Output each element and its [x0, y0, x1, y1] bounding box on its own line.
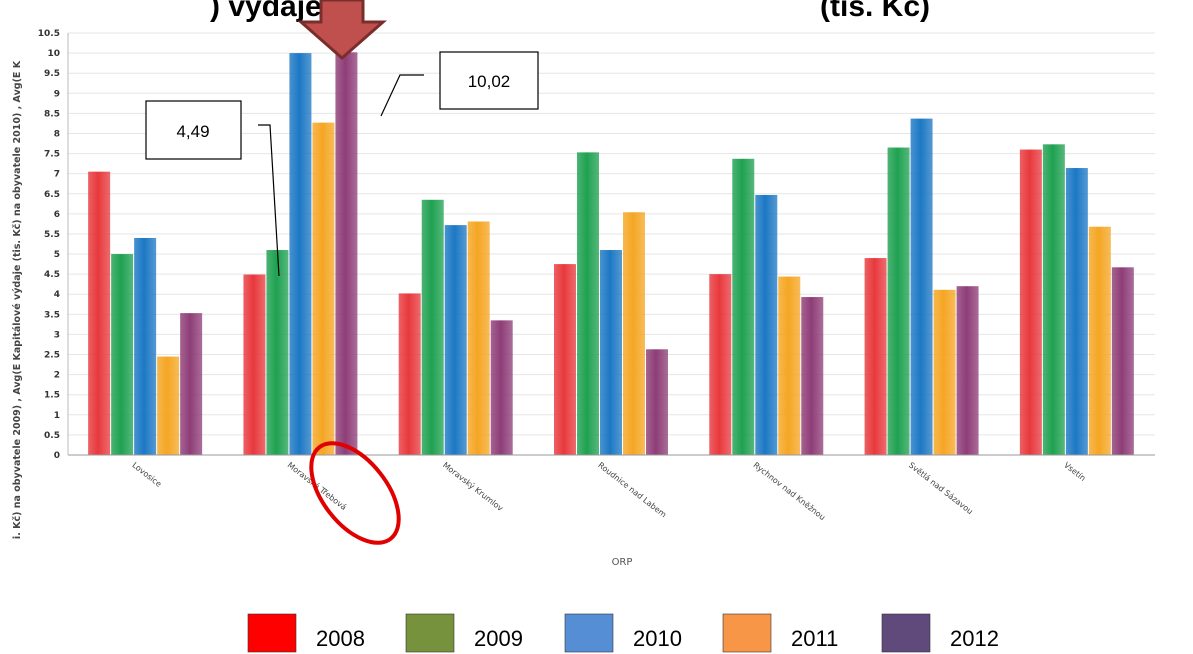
down-arrow-icon [297, 0, 387, 60]
legend-label-2011: 2011 [791, 626, 838, 651]
bar-2012-2 [490, 320, 513, 455]
legend-label-2009: 2009 [474, 626, 523, 651]
y-axis-label: i. Kč) na obyvatele 2009) , Avg(E Kapitá… [12, 60, 23, 539]
y-axis-ticks: 0 0.5 1 1.5 2 2.5 3 3.5 4 4.5 5 5.5 6 6.5 7 7.5 8 8.5 9 9.5… [38, 29, 60, 461]
callout-box-2 [439, 51, 539, 110]
x-axis-label: ORP [612, 557, 633, 568]
callout-text-1: 4,49 [176, 122, 209, 141]
y-tick-label: 5 [54, 250, 60, 260]
bar-2009-5 [887, 147, 910, 456]
y-tick-label: 10.5 [38, 29, 60, 39]
bar-2008-1 [243, 274, 266, 455]
bar-2009-6 [1042, 144, 1065, 455]
bar-2011-6 [1088, 226, 1111, 455]
y-tick-label: 0 [54, 451, 60, 461]
bar-2012-0 [180, 313, 203, 455]
bar-2010-0 [134, 237, 157, 455]
y-tick-label: 2.5 [44, 351, 60, 361]
y-tick-label: 3 [54, 330, 60, 340]
x-tick-label: Světlá nad Sázavou [907, 460, 975, 516]
legend-swatch-2011 [722, 613, 772, 653]
chart-title-fragment: ) vydaje [210, 0, 322, 23]
y-tick-label: 6.5 [44, 190, 60, 200]
x-tick-label: Vsetín [1062, 460, 1087, 482]
bar-2008-0 [88, 171, 111, 455]
x-axis-ticks: Lovosice Moravská Třebová Moravský Krumlov… [130, 460, 1087, 522]
legend-swatch-2012 [881, 613, 931, 653]
legend-swatch-2010 [564, 613, 614, 653]
bar-2008-2 [398, 293, 421, 455]
legend-swatch-2009 [405, 613, 455, 653]
bar-2009-2 [421, 199, 444, 455]
bar-2010-1 [289, 53, 312, 455]
y-tick-label: 8 [54, 129, 60, 139]
y-tick-label: 2 [54, 371, 60, 381]
legend-label-2010: 2010 [633, 626, 682, 651]
bar-2009-0 [111, 254, 134, 455]
bar-2011-2 [467, 221, 490, 455]
bar-2008-4 [709, 274, 732, 455]
bars [88, 52, 1134, 456]
bar-2010-5 [910, 118, 933, 455]
y-tick-label: 5.5 [44, 230, 60, 240]
bar-2008-5 [864, 258, 887, 455]
y-tick-label: 10 [47, 49, 60, 59]
y-tick-label: 3.5 [44, 310, 60, 320]
bar-2009-4 [732, 158, 755, 455]
chart-title-right: (tis. Kč) [820, 0, 930, 23]
y-tick-label: 6 [54, 210, 60, 220]
callout-leader-1 [258, 124, 280, 277]
bar-2009-3 [577, 152, 599, 455]
bar-2010-2 [444, 225, 467, 455]
callout-text-2: 10,02 [468, 72, 511, 91]
y-tick-label: 9.5 [44, 69, 60, 79]
bar-2012-3 [646, 349, 668, 455]
bar-2012-4 [801, 297, 824, 455]
y-tick-label: 9 [54, 89, 60, 99]
highlight-ellipse [309, 441, 401, 545]
bar-2011-5 [933, 289, 956, 455]
legend-swatch-2008 [247, 613, 297, 653]
y-tick-label: 4.5 [44, 270, 60, 280]
bar-2012-5 [956, 286, 979, 455]
bar-2008-3 [554, 264, 576, 455]
bar-2011-1 [312, 122, 335, 456]
y-tick-label: 1.5 [44, 391, 60, 401]
legend: 2008 2009 2010 2011 2012 [247, 613, 999, 653]
y-tick-label: 1 [54, 411, 60, 421]
x-tick-label: Rychnov nad Kněžnou [752, 460, 827, 522]
x-tick-label: Roudnice nad Labem [596, 460, 668, 519]
bar-2011-0 [157, 356, 180, 455]
bar-2009-1 [266, 250, 289, 455]
callout-leader-2 [380, 74, 424, 117]
bar-2012-6 [1111, 267, 1134, 455]
y-tick-label: 4 [54, 290, 60, 300]
x-tick-label: Moravský Krumlov [441, 460, 505, 513]
legend-label-2012: 2012 [950, 626, 999, 651]
bar-2012-1 [335, 52, 358, 455]
bar-2010-3 [600, 250, 622, 455]
bar-2008-6 [1019, 149, 1042, 456]
y-tick-label: 7.5 [44, 150, 60, 160]
y-tick-label: 0.5 [44, 431, 60, 441]
callout-box-1 [145, 100, 242, 160]
bar-2011-3 [623, 212, 645, 455]
x-tick-label: Lovosice [130, 460, 163, 488]
y-tick-label: 7 [54, 170, 60, 180]
legend-label-2008: 2008 [316, 626, 365, 651]
bar-2010-6 [1065, 168, 1088, 456]
y-tick-label: 8.5 [44, 109, 60, 119]
bar-2010-4 [755, 194, 778, 455]
bar-2011-4 [778, 276, 801, 455]
